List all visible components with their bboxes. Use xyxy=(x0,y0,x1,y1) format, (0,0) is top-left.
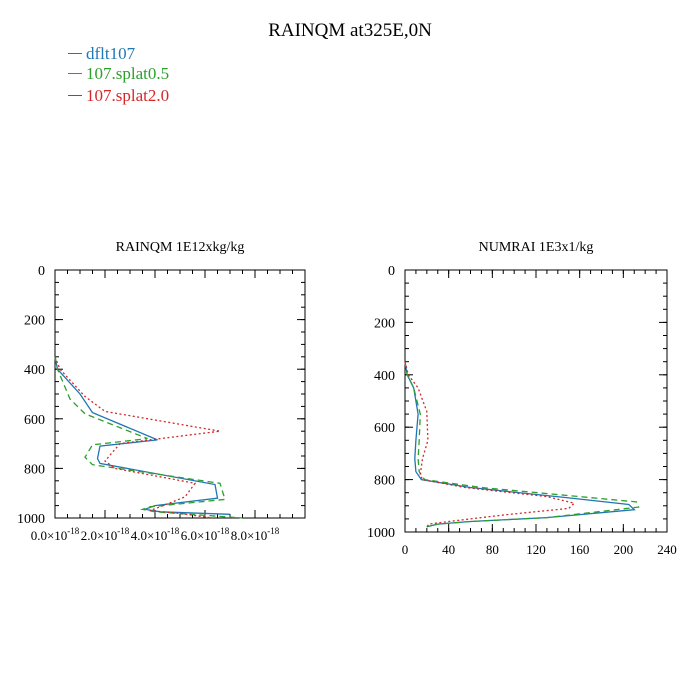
series-line-107-splat0-5 xyxy=(54,356,243,519)
x-tick-label: 6.0×10-18 xyxy=(181,526,230,543)
y-tick-label: 800 xyxy=(374,474,395,489)
x-tick-label: 160 xyxy=(570,542,590,557)
series-line-dflt107 xyxy=(54,356,231,515)
y-tick-label: 600 xyxy=(374,421,395,436)
x-tick-label: 0.0×10-18 xyxy=(31,526,80,543)
y-tick-label: 800 xyxy=(24,462,45,477)
plot-title: RAINQM 1E12xkg/kg xyxy=(116,240,245,255)
y-tick-label: 1000 xyxy=(17,512,45,527)
x-tick-label: 2.0×10-18 xyxy=(81,526,130,543)
legend-item-splat0-5: 107.splat0.5 xyxy=(68,64,169,84)
x-tick-label: 200 xyxy=(614,542,634,557)
x-tick-label: 80 xyxy=(486,542,499,557)
y-tick-label: 200 xyxy=(24,314,45,329)
legend-item-splat2-0: 107.splat2.0 xyxy=(68,86,169,106)
legend-line-icon xyxy=(68,94,82,96)
series-line-107-splat2-0 xyxy=(404,361,576,528)
legend-label: 107.splat0.5 xyxy=(86,64,170,83)
x-tick-label: 4.0×10-18 xyxy=(131,526,180,543)
plot-frame xyxy=(54,269,306,519)
series-line-dflt107 xyxy=(404,361,636,528)
legend-label: 107.splat2.0 xyxy=(86,86,170,105)
y-tick-label: 400 xyxy=(374,369,395,384)
legend-label: dflt107 xyxy=(86,44,136,63)
series-line-107-splat0-5 xyxy=(404,361,640,528)
legend-item-dflt107: dflt107 xyxy=(68,44,135,64)
y-tick-label: 400 xyxy=(24,363,45,378)
legend-line-icon xyxy=(68,52,82,54)
legend-line-icon xyxy=(68,72,82,74)
x-tick-label: 120 xyxy=(526,542,546,557)
x-tick-label: 8.0×10-18 xyxy=(231,526,280,543)
x-tick-label: 40 xyxy=(442,542,455,557)
series-line-107-splat2-0 xyxy=(54,356,221,519)
y-tick-label: 0 xyxy=(388,264,395,279)
y-tick-label: 1000 xyxy=(367,526,395,541)
y-tick-label: 600 xyxy=(24,413,45,428)
x-tick-label: 240 xyxy=(657,542,677,557)
rainqm-plot: RAINQM 1E12xkg/kg 0.0×10-18 2.0×10-18 4.0×1… xyxy=(17,240,306,543)
chart-main-title: RAINQM at325E,0N xyxy=(268,20,432,41)
y-tick-label: 0 xyxy=(38,264,45,279)
x-tick-label: 0 xyxy=(402,542,409,557)
y-tick-label: 200 xyxy=(374,316,395,331)
plot-title: NUMRAI 1E3x1/kg xyxy=(479,240,594,255)
numrai-plot: NUMRAI 1E3x1/kg 0 40 80 120 160 200 240 0 200 400 6… xyxy=(367,240,677,557)
